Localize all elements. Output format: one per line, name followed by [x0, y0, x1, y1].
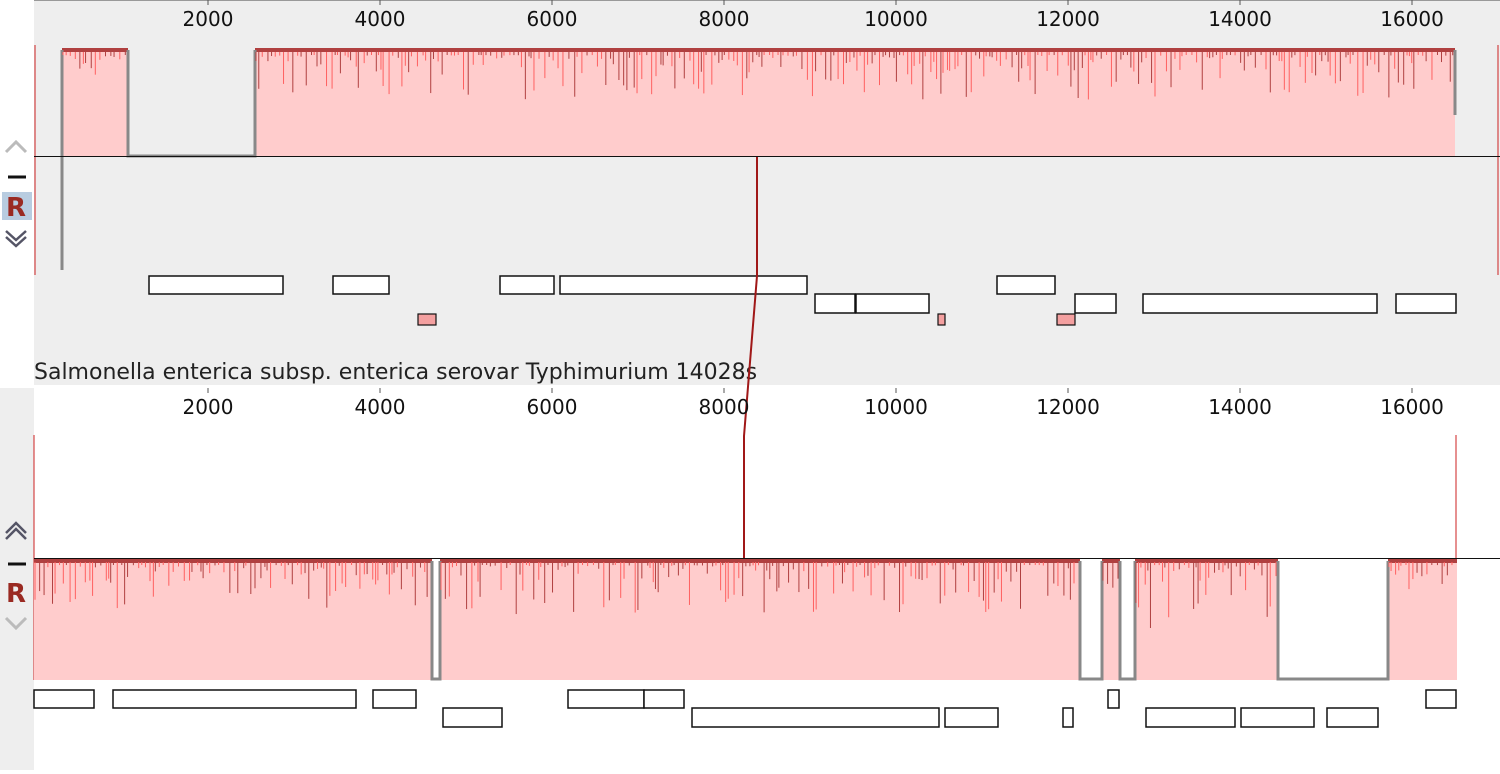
ruler-tick-label: 16000 — [1380, 7, 1444, 31]
gene — [372, 689, 417, 709]
gene — [1326, 707, 1379, 728]
ruler-tick-label: 6000 — [527, 395, 578, 419]
gene — [1142, 293, 1378, 314]
gene — [332, 275, 390, 295]
gene-track — [148, 275, 1457, 326]
ruler-tick-label: 2000 — [183, 395, 234, 419]
gene-track — [33, 689, 1457, 728]
control-column — [0, 388, 34, 770]
ruler-tick-label: 6000 — [527, 7, 578, 31]
reverse-button[interactable]: R — [6, 579, 26, 609]
connector — [743, 157, 758, 558]
gene — [1240, 707, 1315, 728]
gene — [1056, 313, 1076, 326]
gene — [148, 275, 284, 295]
ruler-tick-label: 8000 — [699, 7, 750, 31]
gene — [814, 293, 856, 314]
gene — [1074, 293, 1117, 314]
similarity-profile — [34, 560, 1457, 680]
ruler-tick-label: 12000 — [1036, 395, 1100, 419]
ruler-tick-label: 16000 — [1380, 395, 1444, 419]
gene — [1107, 689, 1120, 709]
gene — [937, 313, 946, 326]
ruler-tick-label: 10000 — [864, 395, 928, 419]
gene — [442, 707, 503, 728]
gene — [855, 293, 930, 314]
ruler-tick-label: 10000 — [864, 7, 928, 31]
gene — [417, 313, 437, 326]
profile-noise — [62, 52, 1454, 100]
ruler-tick-label: 2000 — [183, 7, 234, 31]
gene — [1145, 707, 1236, 728]
gene — [499, 275, 555, 295]
reverse-button[interactable]: R — [6, 193, 26, 223]
scroll-down[interactable] — [5, 230, 27, 248]
gene — [567, 689, 645, 709]
gene — [1062, 707, 1074, 728]
ruler-tick-label: 12000 — [1036, 7, 1100, 31]
gene — [1395, 293, 1457, 314]
ruler-tick-label: 8000 — [699, 395, 750, 419]
gene — [944, 707, 999, 728]
button-highlight — [2, 192, 32, 220]
gene — [643, 689, 685, 709]
ruler-tick-label: 4000 — [355, 395, 406, 419]
gene — [33, 689, 95, 709]
genome-label: Salmonella enterica subsp. enterica sero… — [34, 360, 757, 385]
profile-noise — [34, 562, 1453, 629]
gene — [996, 275, 1056, 295]
ruler-tick-label: 4000 — [355, 7, 406, 31]
ruler-tick-label: 14000 — [1208, 395, 1272, 419]
gene — [1425, 689, 1457, 709]
ruler-tick-label: 14000 — [1208, 7, 1272, 31]
scroll-up[interactable] — [5, 521, 27, 540]
scroll-down[interactable] — [4, 616, 28, 631]
gene — [559, 275, 808, 295]
scroll-up[interactable] — [4, 139, 28, 154]
gene — [691, 707, 940, 728]
gene — [112, 689, 357, 709]
profile-gap — [430, 561, 1390, 681]
similarity-profile — [62, 50, 1455, 156]
